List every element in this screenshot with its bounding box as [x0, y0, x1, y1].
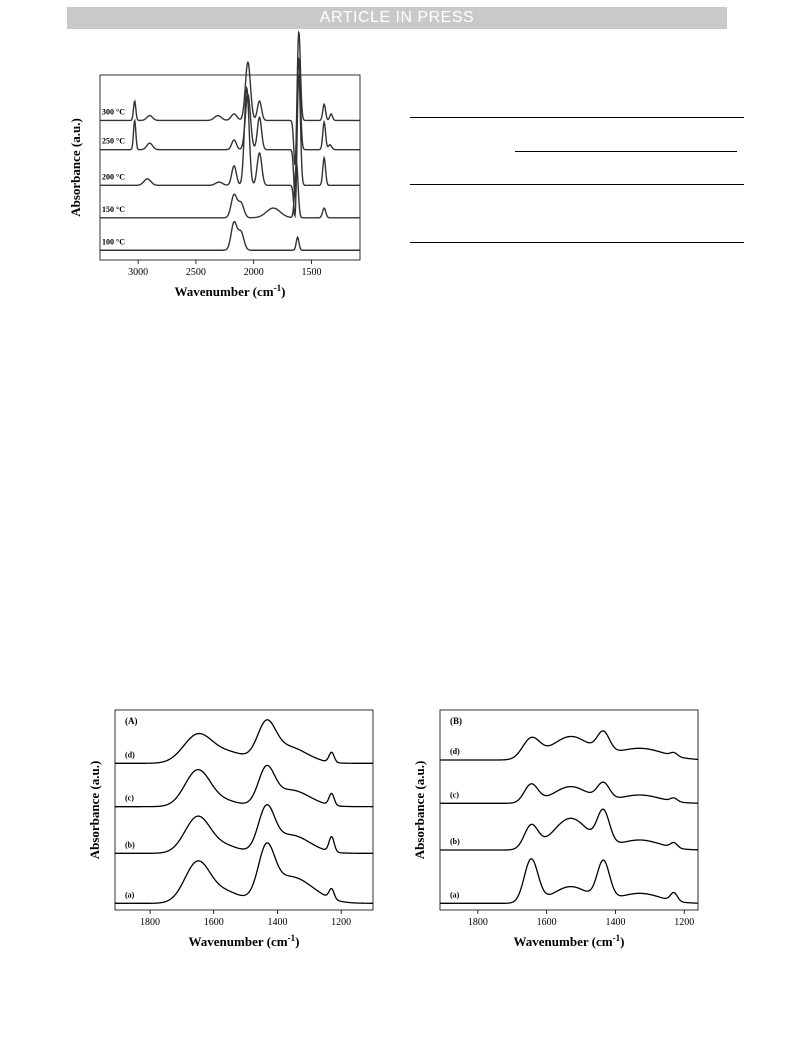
y-axis-label: Absorbance (a.u.) — [87, 761, 102, 860]
y-axis-label: Absorbance (a.u.) — [412, 761, 427, 860]
panel-label: (A) — [125, 716, 138, 726]
series-line — [100, 30, 360, 166]
x-tick-label: 1200 — [331, 917, 351, 928]
x-tick-label: 2000 — [244, 267, 264, 278]
panel-b-ir-spectra-chart: 1800 1600 1400 1200 (a) (b) (c) (d) (B) Wavenumbe… — [412, 709, 699, 949]
x-tick-label: 3000 — [128, 267, 148, 278]
y-axis-label: Absorbance (a.u.) — [68, 118, 83, 217]
series-label: (b) — [125, 840, 135, 849]
x-tick-label: 1800 — [140, 917, 160, 928]
series-label: (a) — [450, 890, 460, 899]
panel-a-ir-spectra-figure: 1800 1600 1400 1200 (a) (b) (c) (d) (A) Wavenumbe… — [85, 705, 380, 965]
temperature-ir-spectra-chart: 3000 2500 2000 1500 100 °C 150 °C 200 °C 250 °C… — [68, 30, 361, 299]
series-label: (d) — [125, 750, 135, 759]
x-tick-label: 1600 — [537, 917, 557, 928]
series-line — [115, 719, 373, 764]
series-label: 100 °C — [102, 237, 125, 246]
series-line — [440, 808, 699, 851]
x-tick-label: 1400 — [605, 917, 625, 928]
series-line — [100, 162, 360, 219]
series-line — [115, 842, 374, 904]
temperature-ir-spectra-figure: 3000 2500 2000 1500 100 °C 150 °C 200 °C 250 °C… — [60, 30, 370, 310]
series-line — [440, 858, 699, 904]
series-line — [440, 730, 699, 761]
series-label: (a) — [125, 890, 135, 899]
table-bottom-rule — [410, 242, 744, 243]
table-top-rule — [410, 117, 744, 118]
panel-label: (B) — [450, 716, 462, 726]
x-tick-label: 1500 — [301, 267, 321, 278]
x-axis-label: Wavenumber (cm-1) — [175, 283, 286, 299]
series-line — [100, 73, 360, 219]
series-label: (b) — [450, 837, 460, 846]
plot-frame — [99, 74, 361, 261]
series-label: 150 °C — [102, 205, 125, 214]
article-in-press-banner: ARTICLE IN PRESS — [67, 7, 727, 29]
plot-frame — [114, 709, 374, 911]
plot-frame — [439, 709, 699, 911]
series-line — [440, 781, 699, 804]
series-label: (c) — [450, 790, 459, 799]
series-label: 200 °C — [102, 172, 125, 181]
series-line — [115, 764, 373, 808]
table-mid-rule — [410, 184, 744, 185]
panel-a-ir-spectra-chart: 1800 1600 1400 1200 (a) (b) (c) (d) (A) Wavenumbe… — [87, 709, 374, 949]
x-tick-label: 2500 — [186, 267, 206, 278]
series-label: (c) — [125, 794, 134, 803]
series-label: (d) — [450, 747, 460, 756]
series-label: 300 °C — [102, 107, 125, 116]
x-axis-label: Wavenumber (cm-1) — [189, 933, 300, 949]
series-line — [100, 220, 360, 251]
panel-b-ir-spectra-figure: 1800 1600 1400 1200 (a) (b) (c) (d) (B) Wavenumbe… — [410, 705, 705, 965]
x-tick-label: 1400 — [267, 917, 287, 928]
x-tick-label: 1800 — [468, 917, 488, 928]
series-line — [115, 804, 373, 854]
x-axis-label: Wavenumber (cm-1) — [514, 933, 625, 949]
series-line — [100, 56, 360, 198]
table-sub-rule — [515, 151, 737, 152]
x-tick-label: 1600 — [204, 917, 224, 928]
x-tick-label: 1200 — [674, 917, 694, 928]
series-label: 250 °C — [102, 137, 125, 146]
